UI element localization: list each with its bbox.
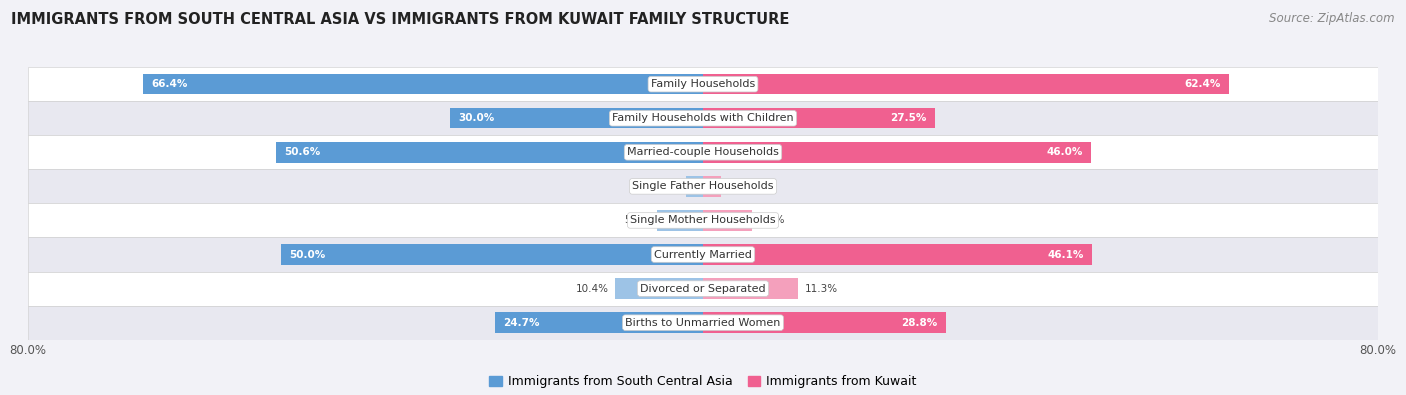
Text: Single Mother Households: Single Mother Households (630, 215, 776, 226)
Text: Currently Married: Currently Married (654, 250, 752, 260)
Text: 50.0%: 50.0% (290, 250, 326, 260)
Text: 46.1%: 46.1% (1047, 250, 1084, 260)
Bar (28, 169, 1378, 203)
Bar (143, 74, 703, 94)
Bar (28, 101, 1378, 135)
Bar (703, 278, 799, 299)
Bar (281, 244, 703, 265)
Bar (28, 237, 1378, 272)
Bar (276, 142, 703, 163)
Text: 50.6%: 50.6% (284, 147, 321, 157)
Bar (703, 108, 935, 128)
Legend: Immigrants from South Central Asia, Immigrants from Kuwait: Immigrants from South Central Asia, Immi… (484, 371, 922, 393)
Bar (703, 244, 1092, 265)
Bar (703, 142, 1091, 163)
Bar (28, 67, 1378, 101)
Text: 11.3%: 11.3% (806, 284, 838, 293)
Text: 66.4%: 66.4% (152, 79, 187, 89)
Bar (28, 135, 1378, 169)
Text: 27.5%: 27.5% (890, 113, 927, 123)
Text: 10.4%: 10.4% (575, 284, 609, 293)
Bar (28, 306, 1378, 340)
Text: Family Households with Children: Family Households with Children (612, 113, 794, 123)
Text: 24.7%: 24.7% (503, 318, 540, 328)
Text: 2.1%: 2.1% (727, 181, 754, 192)
Bar (703, 312, 946, 333)
Bar (450, 108, 703, 128)
Text: Divorced or Separated: Divorced or Separated (640, 284, 766, 293)
Text: Births to Unmarried Women: Births to Unmarried Women (626, 318, 780, 328)
Bar (495, 312, 703, 333)
Text: 5.8%: 5.8% (759, 215, 785, 226)
Text: 62.4%: 62.4% (1185, 79, 1220, 89)
Bar (28, 203, 1378, 237)
Bar (703, 74, 1229, 94)
Bar (703, 210, 752, 231)
Text: Source: ZipAtlas.com: Source: ZipAtlas.com (1270, 12, 1395, 25)
Text: Family Households: Family Households (651, 79, 755, 89)
Bar (686, 176, 703, 197)
Text: 5.4%: 5.4% (624, 215, 651, 226)
Text: 30.0%: 30.0% (458, 113, 495, 123)
Text: 28.8%: 28.8% (901, 318, 938, 328)
Text: Married-couple Households: Married-couple Households (627, 147, 779, 157)
Text: IMMIGRANTS FROM SOUTH CENTRAL ASIA VS IMMIGRANTS FROM KUWAIT FAMILY STRUCTURE: IMMIGRANTS FROM SOUTH CENTRAL ASIA VS IM… (11, 12, 790, 27)
Text: Single Father Households: Single Father Households (633, 181, 773, 192)
Bar (703, 176, 721, 197)
Bar (616, 278, 703, 299)
Bar (28, 272, 1378, 306)
Bar (658, 210, 703, 231)
Text: 46.0%: 46.0% (1046, 147, 1083, 157)
Text: 2.0%: 2.0% (652, 181, 679, 192)
